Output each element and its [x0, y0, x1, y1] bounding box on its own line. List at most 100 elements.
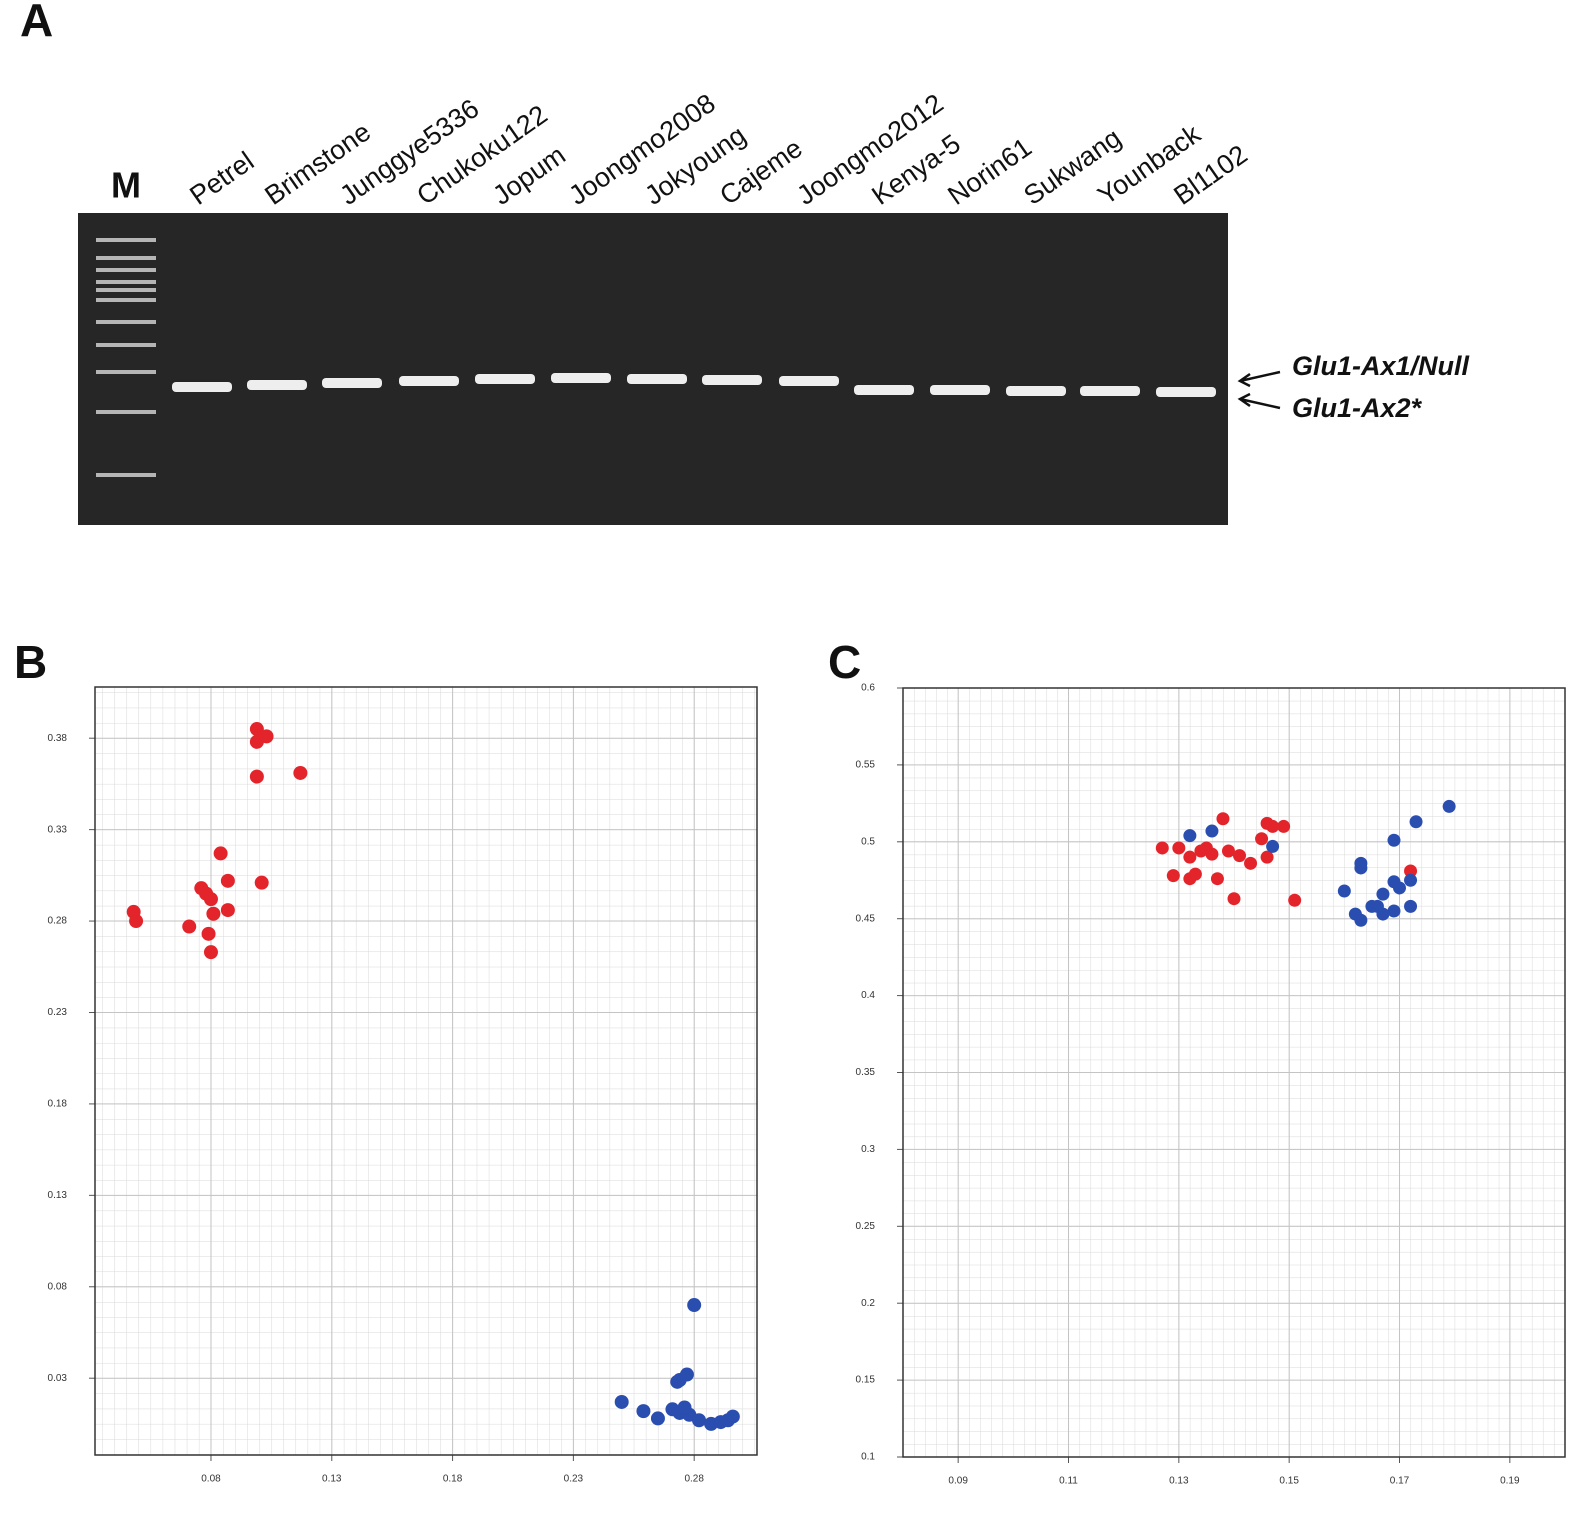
- panel-label: A: [20, 0, 53, 46]
- point: [213, 846, 228, 861]
- y-tick-label: 0.6: [861, 683, 875, 694]
- point: [1409, 815, 1423, 829]
- point: [1354, 913, 1368, 927]
- x-tick-label: 0.28: [684, 1474, 704, 1485]
- x-tick-label: 0.13: [322, 1474, 342, 1485]
- x-tick-label: 0.08: [201, 1474, 221, 1485]
- y-tick-label: 0.35: [856, 1067, 876, 1078]
- arrows: [1237, 370, 1281, 410]
- point: [1255, 832, 1269, 846]
- point: [1221, 844, 1235, 858]
- panel-label: C: [828, 636, 861, 688]
- point: [293, 765, 308, 780]
- marker-band: [96, 298, 156, 302]
- panel-label: B: [14, 636, 47, 688]
- y-tick-label: 0.55: [856, 760, 876, 771]
- point: [692, 1413, 707, 1428]
- y-tick-label: 0.25: [856, 1221, 876, 1232]
- marker-band: [96, 256, 156, 260]
- point: [1404, 873, 1418, 887]
- point: [1227, 892, 1241, 906]
- marker-band: [96, 410, 156, 414]
- x-tick-label: 0.13: [1169, 1476, 1189, 1487]
- point: [201, 926, 216, 941]
- x-tick-label: 0.23: [564, 1474, 584, 1485]
- y-tick-label: 0.38: [48, 733, 68, 744]
- point: [203, 945, 218, 960]
- point: [259, 729, 274, 744]
- marker-label: M: [111, 165, 141, 206]
- band-label: Glu1-Ax2*: [1292, 393, 1423, 423]
- point: [1172, 841, 1186, 855]
- gel-band: [627, 374, 687, 384]
- point: [1155, 841, 1169, 855]
- point: [1277, 819, 1291, 833]
- gel-band: [322, 378, 382, 388]
- point: [1337, 884, 1351, 898]
- y-tick-label: 0.45: [856, 913, 876, 924]
- point: [1183, 829, 1197, 843]
- chart: 0.08 0.13 0.18 0.23 0.28 0.03 0.08 0.13 0.18 0.23…: [48, 686, 758, 1485]
- gel-band: [551, 373, 611, 383]
- plot-frame: [94, 686, 758, 1456]
- minor-grid: [95, 687, 757, 1455]
- y-tick-label: 0.13: [48, 1190, 68, 1201]
- y-tick-label: 0.1: [861, 1452, 875, 1463]
- marker-band: [96, 280, 156, 284]
- point: [129, 914, 144, 929]
- plot-frame: [902, 687, 1566, 1458]
- point: [614, 1394, 629, 1409]
- point: [725, 1409, 740, 1424]
- point: [636, 1404, 651, 1419]
- point: [1216, 812, 1230, 826]
- point: [1205, 824, 1219, 838]
- gel-band: [399, 376, 459, 386]
- gel-band: [1006, 386, 1066, 396]
- x-tick-label: 0.18: [443, 1474, 463, 1485]
- point: [1442, 799, 1456, 813]
- gel: [78, 213, 1228, 525]
- x-tick-label: 0.11: [1059, 1476, 1078, 1487]
- chart: 0.09 0.11 0.13 0.15 0.17 0.19 0.1 0.15 0.2 0.25 0.…: [856, 683, 1566, 1487]
- point: [1404, 899, 1418, 913]
- point: [1244, 856, 1258, 870]
- x-tick-label: 0.19: [1500, 1476, 1520, 1487]
- y-tick-label: 0.28: [48, 916, 68, 927]
- y-tick-label: 0.4: [861, 990, 875, 1001]
- y-tick-label: 0.08: [48, 1281, 68, 1292]
- y-tick-label: 0.2: [861, 1298, 875, 1309]
- marker-band: [96, 268, 156, 272]
- x-tick-label: 0.17: [1390, 1476, 1410, 1487]
- point: [249, 769, 264, 784]
- gel-band: [1080, 386, 1140, 396]
- point: [1260, 850, 1274, 864]
- y-tick-label: 0.18: [48, 1099, 68, 1110]
- point: [687, 1298, 702, 1313]
- gel-band: [247, 380, 307, 390]
- y-tick-label: 0.33: [48, 824, 68, 835]
- point: [650, 1411, 665, 1426]
- y-tick-label: 0.3: [861, 1144, 875, 1155]
- point: [1393, 881, 1406, 895]
- y-tick-label: 0.23: [48, 1007, 68, 1018]
- point: [679, 1367, 694, 1382]
- point: [1266, 819, 1280, 833]
- marker-band: [96, 370, 156, 374]
- marker-band: [96, 473, 156, 477]
- point: [199, 886, 214, 901]
- y-tick-label: 0.15: [856, 1375, 876, 1386]
- x-tick-label: 0.09: [948, 1476, 968, 1487]
- band-label: Glu1-Ax1/Null: [1292, 351, 1470, 381]
- point: [1188, 867, 1202, 881]
- point: [220, 873, 235, 888]
- lane-label: Petrel: [184, 146, 259, 211]
- point: [1354, 861, 1368, 875]
- point: [677, 1400, 692, 1415]
- point: [1370, 899, 1384, 913]
- point: [1376, 887, 1390, 901]
- point: [182, 919, 197, 934]
- marker-band: [96, 238, 156, 242]
- point: [1387, 833, 1401, 847]
